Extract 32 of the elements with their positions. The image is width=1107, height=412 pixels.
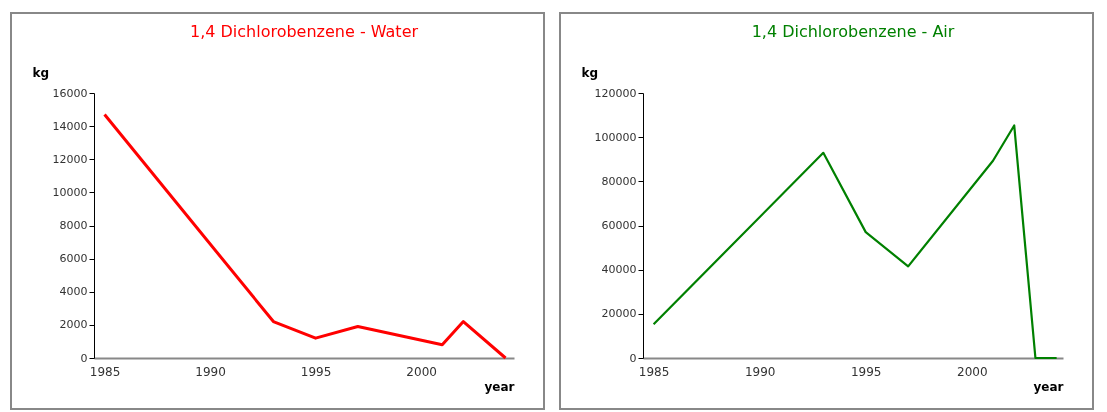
y-tick-label: 120000 xyxy=(594,86,637,100)
x-axis-title: year xyxy=(484,379,515,394)
x-tick-label: 1995 xyxy=(300,364,332,379)
x-tick-label: 2000 xyxy=(406,364,437,379)
y-tick-label: 12000 xyxy=(52,152,88,166)
x-tick-label: 1985 xyxy=(89,364,121,379)
chart-title: 1,4 Dichlorobenzene - Air xyxy=(751,22,955,41)
y-tick-label: 80000 xyxy=(601,174,637,188)
y-axis-title: kg xyxy=(32,65,50,80)
y-tick-label: 10000 xyxy=(52,185,88,199)
y-tick-label: 4000 xyxy=(59,285,88,299)
y-tick-label: 8000 xyxy=(59,219,88,232)
x-tick-label: 1990 xyxy=(195,364,226,379)
y-tick-label: 100000 xyxy=(594,130,637,144)
y-tick-label: 0 xyxy=(80,351,88,365)
chart-title: 1,4 Dichlorobenzene - Water xyxy=(189,22,419,41)
y-tick-label: 20000 xyxy=(601,307,637,321)
x-axis-title: year xyxy=(1033,379,1064,394)
x-tick-label: 2000 xyxy=(957,364,988,379)
y-tick-label: 40000 xyxy=(601,263,637,277)
y-tick-label: 2000 xyxy=(59,318,88,332)
y-tick-label: 16000 xyxy=(52,86,88,100)
y-axis-title: kg xyxy=(581,65,599,80)
line-series xyxy=(103,113,508,360)
x-tick-label: 1990 xyxy=(744,364,776,379)
y-tick-label: 14000 xyxy=(52,119,88,133)
x-tick-label: 1985 xyxy=(638,364,670,379)
x-tick-label: 1995 xyxy=(850,364,882,379)
y-tick-label: 0 xyxy=(629,351,637,365)
line-series xyxy=(652,124,1058,360)
y-tick-label: 6000 xyxy=(59,252,88,266)
y-tick-label: 60000 xyxy=(601,219,637,232)
